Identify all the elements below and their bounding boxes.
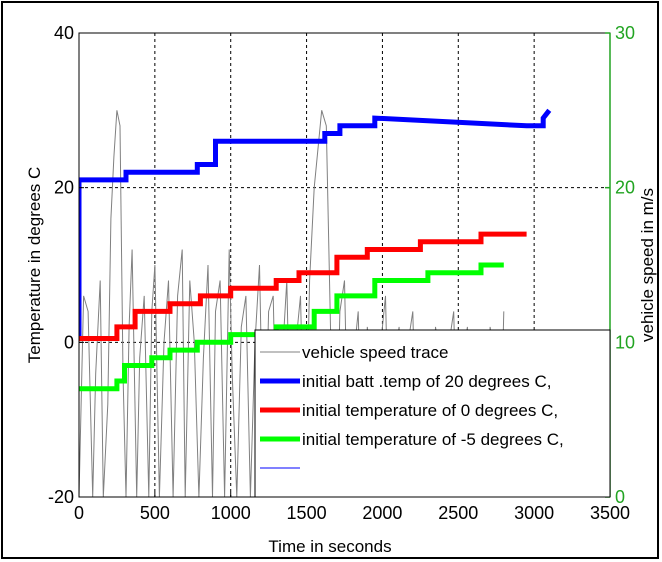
- y-tick-label-left: 0: [64, 332, 74, 352]
- x-tick-label: 3500: [590, 503, 630, 523]
- y-tick-label-left: 40: [54, 23, 74, 43]
- legend: vehicle speed trace initial batt .temp of…: [254, 329, 611, 498]
- y-tick-label-right: 30: [615, 23, 635, 43]
- legend-box: [254, 329, 611, 498]
- legend-label: vehicle speed trace: [302, 343, 448, 362]
- y-axis-label-right: vehicle speed in m/s: [638, 188, 657, 342]
- series-line-0: [79, 108, 552, 339]
- x-tick-label: 500: [140, 503, 170, 523]
- y-axis-label-left: Temperature in degrees C: [25, 167, 44, 364]
- y-tick-label-right: 20: [615, 178, 635, 198]
- x-tick-label: 2000: [362, 503, 402, 523]
- x-tick-label: 0: [74, 503, 84, 523]
- x-tick-label: 2500: [438, 503, 478, 523]
- y-tick-label-right: 10: [615, 332, 635, 352]
- tick-layer: 0 500 1000 1500 2000 2500 3000 3500-20020400102…: [48, 23, 635, 523]
- x-axis-label: Time in seconds: [268, 537, 391, 556]
- series-line-1: [79, 231, 527, 341]
- legend-label: initial temperature of -5 degrees C,: [302, 430, 564, 449]
- series-layer: [79, 108, 552, 497]
- x-tick-label: 1000: [211, 503, 251, 523]
- x-tick-label: 3000: [514, 503, 554, 523]
- x-tick-label: 1500: [287, 503, 327, 523]
- y-tick-label-left: -20: [48, 487, 74, 507]
- y-tick-label-right: 0: [615, 487, 625, 507]
- legend-label: initial batt .temp of 20 degrees C,: [302, 372, 551, 391]
- series-line-2: [79, 262, 504, 392]
- legend-label: initial temperature of 0 degrees C,: [302, 401, 558, 420]
- y-tick-label-left: 20: [54, 178, 74, 198]
